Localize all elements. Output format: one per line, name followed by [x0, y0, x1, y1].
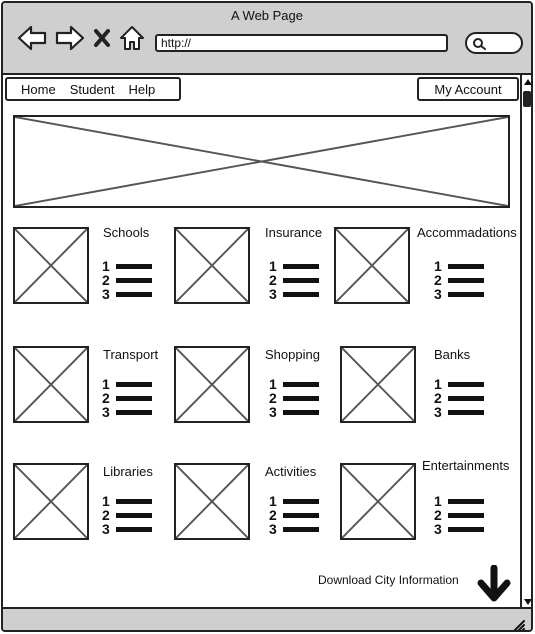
activities-image-placeholder[interactable]	[174, 463, 250, 540]
search-field[interactable]	[465, 32, 523, 54]
category-label-banks[interactable]: Banks	[434, 347, 471, 362]
svg-text:3: 3	[434, 521, 442, 537]
my-account-link[interactable]: My Account	[417, 77, 519, 101]
svg-text:3: 3	[102, 404, 110, 420]
scroll-thumb[interactable]	[523, 91, 531, 107]
svg-text:3: 3	[102, 286, 110, 302]
home-icon[interactable]	[119, 25, 145, 51]
menu-item-home[interactable]: Home	[21, 81, 56, 97]
libraries-image-placeholder[interactable]	[13, 463, 89, 540]
svg-text:2: 2	[269, 272, 277, 288]
numbered-list-icon: 123	[269, 376, 319, 420]
svg-text:3: 3	[434, 286, 442, 302]
svg-text:2: 2	[269, 507, 277, 523]
title-bar: A Web Page http://	[3, 3, 531, 75]
forward-arrow-icon[interactable]	[55, 25, 85, 51]
numbered-list-icon: 123	[434, 493, 484, 537]
banks-image-placeholder[interactable]	[340, 346, 416, 423]
category-label-insurance[interactable]: Insurance	[265, 225, 323, 240]
svg-text:1: 1	[269, 493, 277, 509]
scroll-down-arrow-icon[interactable]	[523, 597, 533, 607]
svg-text:3: 3	[102, 521, 110, 537]
svg-text:3: 3	[269, 404, 277, 420]
svg-text:1: 1	[434, 376, 442, 392]
svg-text:3: 3	[269, 286, 277, 302]
numbered-list-icon: 123	[102, 493, 152, 537]
svg-text:1: 1	[102, 376, 110, 392]
svg-text:2: 2	[102, 507, 110, 523]
close-x-icon[interactable]	[93, 28, 111, 48]
banner-image-placeholder	[13, 115, 510, 208]
transport-image-placeholder[interactable]	[13, 346, 89, 423]
svg-text:2: 2	[434, 272, 442, 288]
numbered-list-icon: 123	[102, 258, 152, 302]
download-arrow-icon[interactable]	[473, 565, 515, 603]
category-label-schools[interactable]: Schools	[103, 225, 150, 240]
svg-text:1: 1	[102, 493, 110, 509]
menu-item-help[interactable]: Help	[128, 81, 156, 97]
category-label-activities[interactable]: Activities	[265, 464, 317, 479]
category-label-accommodations[interactable]: Accommadations	[417, 225, 517, 240]
download-city-information-link[interactable]: Download City Information	[318, 573, 459, 587]
category-label-shopping[interactable]: Shopping	[265, 347, 320, 362]
svg-text:1: 1	[102, 258, 110, 274]
search-icon	[473, 38, 486, 50]
category-label-libraries[interactable]: Libraries	[103, 464, 153, 479]
numbered-list-icon: 123	[269, 493, 319, 537]
status-bar	[3, 607, 531, 632]
numbered-list-icon: 123	[269, 258, 319, 302]
schools-image-placeholder[interactable]	[13, 227, 89, 304]
vertical-scrollbar[interactable]	[520, 75, 533, 609]
url-field[interactable]: http://	[155, 34, 448, 52]
svg-text:1: 1	[434, 493, 442, 509]
insurance-image-placeholder[interactable]	[174, 227, 250, 304]
category-label-transport[interactable]: Transport	[103, 347, 159, 362]
numbered-list-icon: 123	[102, 376, 152, 420]
scroll-up-arrow-icon[interactable]	[523, 77, 533, 87]
numbered-list-icon: 123	[434, 376, 484, 420]
window-title: A Web Page	[230, 8, 304, 23]
svg-text:2: 2	[269, 390, 277, 406]
svg-text:2: 2	[434, 390, 442, 406]
svg-text:1: 1	[434, 258, 442, 274]
svg-text:3: 3	[434, 404, 442, 420]
entertainments-image-placeholder[interactable]	[340, 463, 416, 540]
back-arrow-icon[interactable]	[17, 25, 47, 51]
svg-text:2: 2	[102, 390, 110, 406]
shopping-image-placeholder[interactable]	[174, 346, 250, 423]
menu-item-student[interactable]: Student	[69, 81, 115, 97]
svg-text:3: 3	[269, 521, 277, 537]
svg-text:2: 2	[434, 507, 442, 523]
numbered-list-icon: 123	[434, 258, 484, 302]
accommodations-image-placeholder[interactable]	[334, 227, 410, 304]
navigation-icons	[17, 25, 145, 51]
resize-grip-icon[interactable]	[511, 618, 525, 632]
svg-text:2: 2	[102, 272, 110, 288]
svg-text:1: 1	[269, 376, 277, 392]
top-menu: Home Student Help	[5, 77, 181, 101]
category-label-entertainments[interactable]: Entertainments	[422, 458, 510, 473]
svg-text:1: 1	[269, 258, 277, 274]
